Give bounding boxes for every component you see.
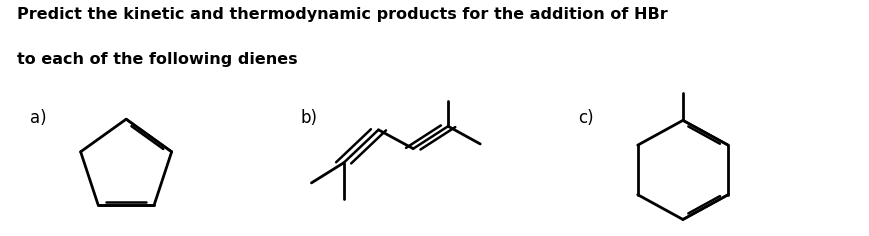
Text: c): c) bbox=[578, 109, 594, 127]
Text: Predict the kinetic and thermodynamic products for the addition of HBr: Predict the kinetic and thermodynamic pr… bbox=[17, 7, 667, 22]
Text: a): a) bbox=[30, 109, 47, 127]
Text: to each of the following dienes: to each of the following dienes bbox=[17, 52, 298, 67]
Text: b): b) bbox=[300, 109, 317, 127]
